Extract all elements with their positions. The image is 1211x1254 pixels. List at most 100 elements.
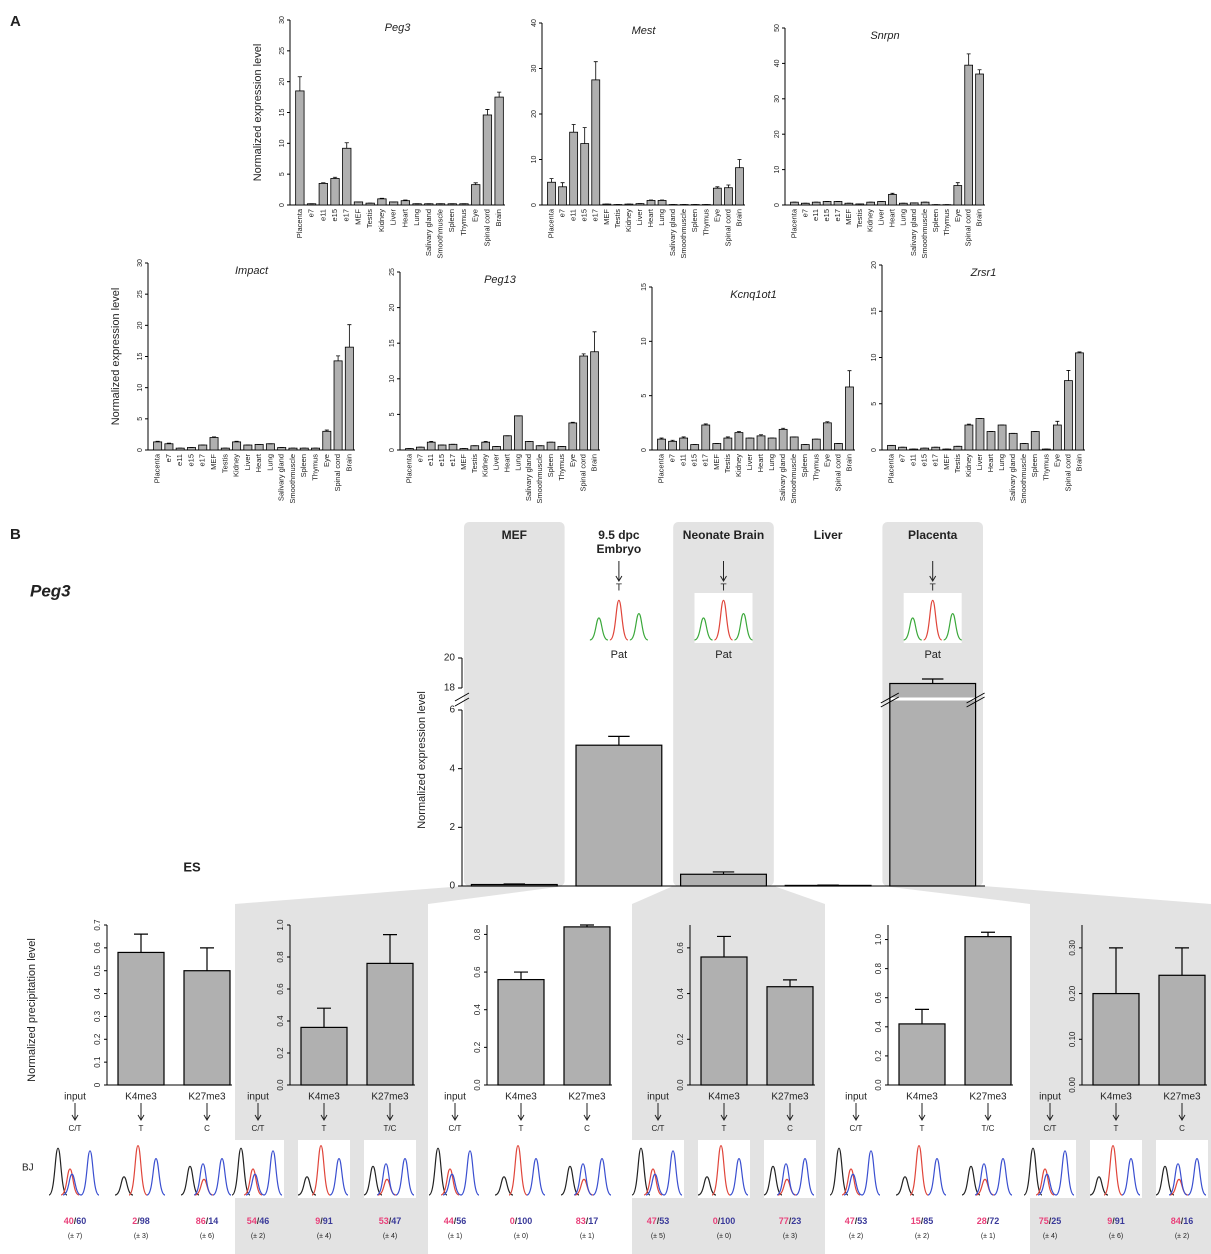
arrow: [517, 1103, 525, 1121]
x-tick-label: Spinal cord: [579, 454, 588, 492]
error-bar: [725, 436, 730, 439]
x-tick-label: Testis: [953, 454, 962, 473]
y-tick-label: 0.6: [276, 983, 285, 995]
trace-peak: [1023, 1147, 1043, 1196]
error-bar: [317, 1007, 331, 1028]
y-tick-label: 15: [137, 353, 144, 361]
x-tick-label: e17: [931, 454, 940, 467]
y-tick-label: 10: [137, 384, 144, 392]
x-tick-label: e17: [342, 209, 351, 222]
bar: [590, 351, 599, 451]
ratio-first: 44: [444, 1216, 454, 1226]
trace-peak: [440, 1168, 460, 1196]
trace-peak: [841, 1168, 861, 1196]
x-tick-label: e17: [591, 209, 600, 222]
x-tick-label: Thymus: [459, 209, 468, 236]
y-tick-label: 1.0: [276, 919, 285, 931]
trace-peak: [1037, 1173, 1057, 1196]
bar: [318, 183, 328, 206]
bar: [546, 441, 556, 451]
arrow: [254, 1103, 262, 1121]
x-tick-label: K4me3: [708, 1092, 740, 1103]
trace-peak: [729, 1157, 749, 1196]
bar: [723, 437, 733, 451]
trace-peak: [861, 1150, 881, 1196]
y-axis-label: Normalized precipitation level: [26, 938, 38, 1082]
x-tick-label: Thymus: [811, 454, 820, 481]
y-tick-label: 20: [871, 261, 878, 269]
y-tick-label: 0.6: [93, 942, 102, 954]
bar: [344, 346, 354, 451]
ratio-second: 85: [923, 1216, 933, 1226]
y-tick-label: 0: [774, 203, 781, 207]
x-tick-label: Lung: [513, 454, 522, 471]
trace-peak: [212, 1157, 232, 1196]
x-tick-label: Liver: [877, 209, 886, 226]
x-tick-label: Smoothmuscle: [1019, 454, 1028, 504]
x-tick-label: Kidney: [624, 209, 633, 232]
ratio-second: 16: [1183, 1216, 1193, 1226]
trace-peak: [231, 1147, 251, 1196]
error-bar: [955, 182, 960, 186]
ratio-separator: /: [718, 1216, 721, 1226]
bar: [822, 201, 832, 206]
bar: [767, 437, 777, 451]
chromatogram: [560, 1140, 613, 1198]
input-label: input: [647, 1092, 669, 1103]
x-tick-label: Testis: [220, 454, 229, 473]
y-tick-label: 0.1: [93, 1056, 102, 1068]
y-tick-label: 0.4: [676, 987, 685, 999]
x-tick-label: K4me3: [505, 1092, 537, 1103]
x-tick-label: e15: [690, 454, 699, 467]
bar: [117, 951, 165, 1086]
y-tick-label: 0.6: [874, 992, 883, 1004]
error-bar: [825, 421, 830, 423]
bar: [866, 201, 875, 206]
ratio-sd: (± 5): [651, 1233, 665, 1240]
ratio-separator: /: [586, 1216, 589, 1226]
trace-peak: [460, 1150, 480, 1196]
x-tick-label: Placenta: [404, 453, 413, 483]
allele-call: C/T: [1044, 1124, 1057, 1133]
ratio-separator: /: [921, 1216, 924, 1226]
x-tick-label: Placenta: [295, 208, 304, 238]
bar: [834, 443, 843, 451]
y-tick-label: 15: [871, 307, 878, 315]
allele-call: T: [139, 1124, 144, 1133]
error-bar: [332, 176, 338, 179]
x-tick-label: Smoothmuscle: [288, 454, 297, 504]
bar: [579, 355, 588, 451]
x-tick-label: Lung: [997, 454, 1006, 471]
x-tick-label: Testis: [613, 209, 622, 228]
ratio-sd: (± 4): [317, 1233, 331, 1240]
input-label: input: [1039, 1092, 1061, 1103]
bar: [724, 187, 733, 206]
arrow: [984, 1103, 992, 1121]
bar: [353, 201, 364, 206]
y-axis-label: Normalized expression level: [416, 691, 428, 829]
panel-title: Peg3: [30, 581, 71, 600]
x-tick-label: e11: [811, 209, 820, 221]
trace-peak: [1035, 1168, 1055, 1196]
trace-peak: [829, 1147, 849, 1196]
parent-label: Pat: [924, 649, 941, 661]
x-tick-label: Kidney: [866, 209, 875, 232]
ratio-sd: (± 3): [134, 1233, 148, 1240]
x-tick-label: Spleen: [1030, 454, 1039, 477]
error-bar: [581, 353, 586, 357]
allele-ratio: 75/25: [1039, 1216, 1062, 1226]
x-tick-label: Heart: [756, 453, 765, 472]
y-tick-label: 10: [531, 156, 538, 164]
trace-peak: [961, 1165, 981, 1196]
x-tick-label: Eye: [822, 454, 831, 467]
y-tick-label: 0: [641, 448, 648, 452]
y-tick-label: 25: [137, 290, 144, 298]
chromatogram: [114, 1140, 167, 1198]
y-tick-label: 0.2: [93, 1033, 102, 1045]
bar: [497, 978, 545, 1086]
y-tick-label: 0.5: [93, 965, 102, 977]
chart-title: Peg13: [484, 274, 517, 286]
y-tick-label: 0: [137, 448, 144, 452]
allele-ratio: 83/17: [576, 1216, 599, 1226]
ratio-sd: (± 6): [1109, 1233, 1123, 1240]
